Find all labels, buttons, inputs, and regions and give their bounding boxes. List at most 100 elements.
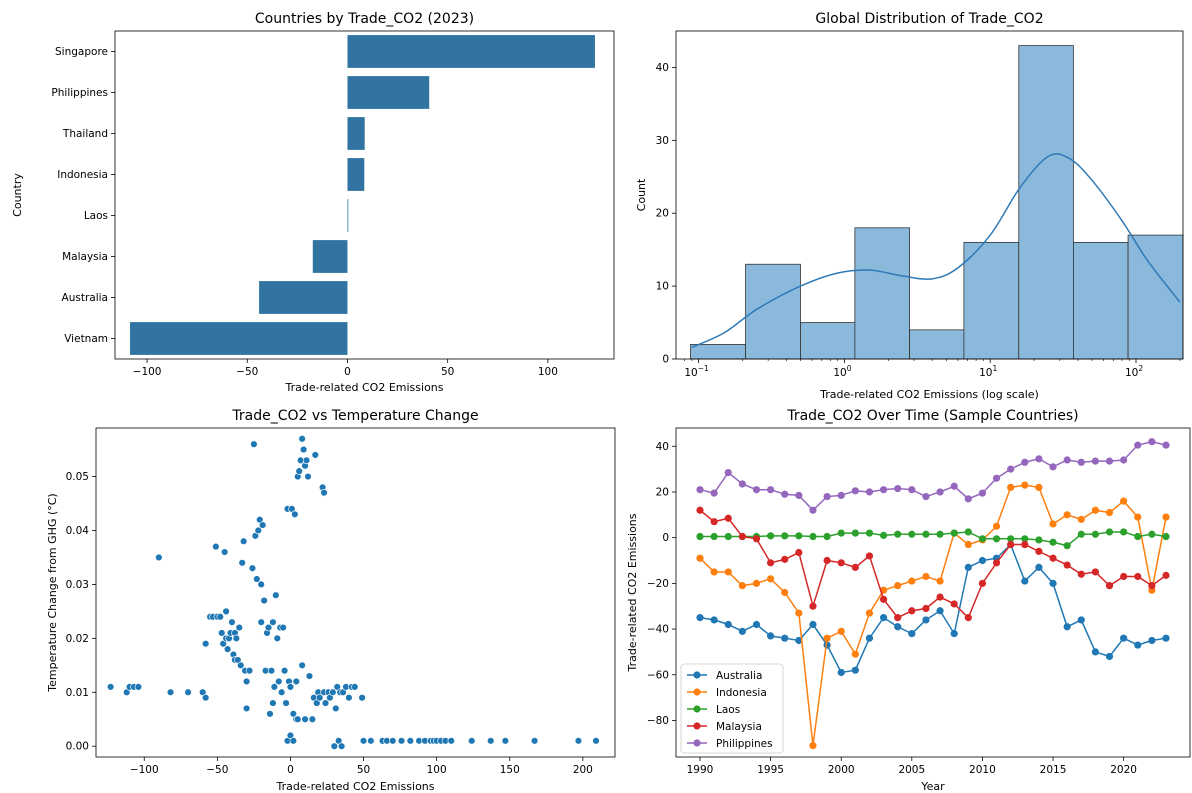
scatter-point (447, 737, 455, 745)
series-marker (1091, 568, 1099, 576)
scatter-point (289, 737, 298, 745)
series-marker (752, 535, 761, 543)
y-tick-label: 0 (662, 532, 669, 544)
scatter-point (212, 542, 220, 551)
scatter-point (232, 634, 241, 643)
legend-swatch-marker (693, 739, 701, 747)
series-marker (950, 482, 958, 490)
series-marker (992, 559, 1001, 567)
series-marker (936, 530, 944, 538)
y-tick-label: 10 (656, 281, 669, 293)
series-marker (724, 568, 732, 576)
series-marker (1035, 547, 1043, 555)
series-marker (1162, 513, 1170, 521)
series-marker (964, 528, 972, 536)
series-marker (1134, 572, 1142, 581)
scatter-point (308, 715, 317, 723)
scatter-point (245, 667, 254, 675)
series-marker (908, 607, 916, 615)
series-marker (781, 555, 789, 563)
scatter-point (216, 613, 224, 621)
series-marker (1077, 570, 1085, 578)
series-marker (823, 634, 831, 642)
scatter-point (337, 742, 346, 750)
scatter-point (155, 553, 163, 562)
series-marker (879, 614, 888, 622)
scatter-point (291, 510, 299, 518)
scatter-point (257, 580, 265, 589)
scatter-point (266, 710, 274, 718)
histogram-bar (745, 263, 801, 360)
series-marker (767, 575, 775, 583)
line-chart-panel: 1990 1995 2000 2005 2010 2015 2020 −80 −60 −40 −20… (626, 408, 1191, 793)
series-line (700, 531, 1167, 547)
scatter-point (220, 548, 229, 556)
series-marker (781, 588, 789, 597)
tick-exponent: 1 (993, 364, 998, 373)
scatter-point (201, 640, 210, 648)
scatter-point (468, 737, 476, 745)
histogram-bar (963, 241, 1020, 360)
y-tick-label: 20 (656, 208, 669, 220)
series-marker (1049, 579, 1057, 587)
scatter-point (222, 607, 230, 616)
series-marker (851, 666, 859, 674)
scatter-point (367, 737, 375, 745)
series-line (699, 484, 1167, 746)
scatter-point (269, 618, 277, 626)
series-marker (950, 529, 958, 537)
series-marker (1063, 623, 1071, 631)
y-axis-label: Country (11, 173, 24, 217)
x-tick-label: −50 (206, 764, 228, 776)
y-tick-label: 20 (656, 486, 669, 498)
scatter-point (332, 704, 340, 713)
series-marker (1021, 577, 1029, 585)
series-marker (950, 630, 958, 638)
series-marker (978, 579, 987, 587)
tick-exponent: 2 (1138, 364, 1143, 373)
series-marker (908, 577, 916, 585)
histogram-bar (1018, 45, 1074, 360)
scatter-point (282, 699, 290, 707)
series-marker (1049, 538, 1057, 546)
series-marker (1105, 457, 1114, 465)
series-marker (894, 582, 902, 590)
bar (347, 158, 365, 191)
scatter-point (295, 467, 303, 475)
scatter-point (294, 715, 302, 723)
series-marker (696, 554, 704, 562)
series-marker (696, 532, 704, 541)
series-marker (1148, 530, 1156, 538)
series-marker (964, 614, 972, 622)
series-marker (922, 604, 930, 613)
chart-title: Global Distribution of Trade_CO2 (815, 11, 1043, 27)
kde-line (691, 153, 1181, 349)
scatter-point (305, 672, 314, 680)
series-marker (781, 634, 789, 642)
histogram-bar (800, 322, 856, 360)
series-marker (978, 556, 987, 565)
series-marker (809, 602, 817, 610)
series-marker (1148, 636, 1156, 645)
x-tick-label: 1995 (757, 764, 784, 776)
series-marker (1049, 554, 1057, 562)
axes-frame (95, 427, 616, 758)
series-marker (1162, 634, 1170, 642)
scatter-point (315, 693, 324, 702)
scatter-point (254, 526, 262, 535)
x-axis-label: Trade-related CO2 Emissions (285, 381, 444, 394)
tick-exponent: −1 (698, 364, 709, 373)
legend-entry-label: Indonesia (716, 687, 767, 699)
bar (312, 240, 348, 273)
series-marker (1049, 463, 1057, 471)
legend: Australia Indonesia Laos Malaysia Philippine… (680, 663, 784, 754)
series-indonesia (696, 481, 1170, 750)
axes-frame (675, 427, 1191, 758)
series-line (699, 509, 1167, 619)
series-marker (865, 634, 874, 642)
series-marker (1162, 532, 1170, 541)
series-marker (1035, 563, 1043, 571)
scatter-point (298, 661, 306, 670)
scatter-point (228, 618, 236, 626)
